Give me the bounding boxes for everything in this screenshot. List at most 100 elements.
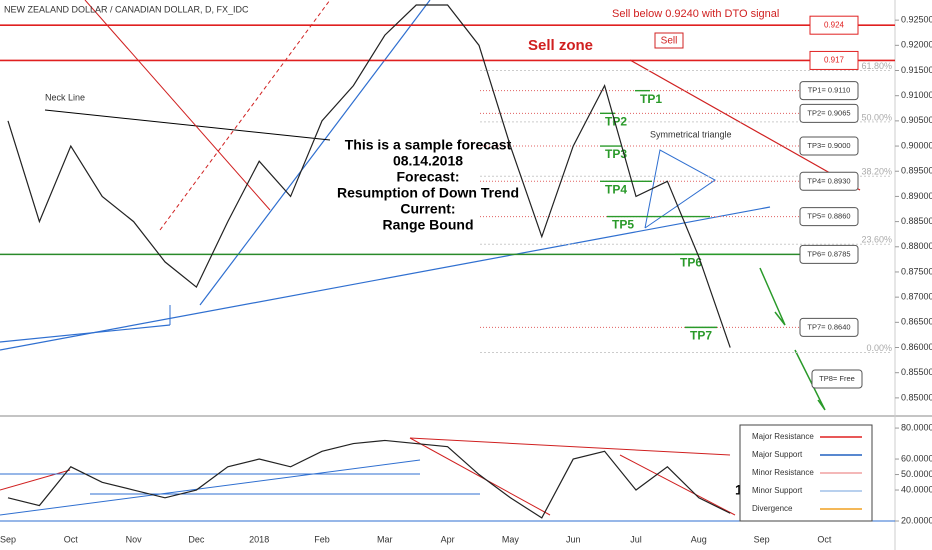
marker-text: 1 <box>735 482 743 498</box>
target-label: TP6= 0.8785 <box>807 249 850 258</box>
target-label: TP5= 0.8860 <box>807 212 850 221</box>
osc-line <box>619 454 736 516</box>
y-tick-label: 0.92000 <box>901 40 932 50</box>
target-box <box>799 136 859 156</box>
target-tag: TP7 <box>690 329 712 343</box>
y-tick-label: 80.0000 <box>901 422 932 432</box>
fib-label: 0.00% <box>866 343 892 353</box>
target-label: TP2= 0.9065 <box>807 108 850 117</box>
osc-line <box>0 459 421 516</box>
x-tick-label: Oct <box>64 534 79 544</box>
sell-zone-label: 0.924 <box>824 20 845 29</box>
y-tick-label: 0.89500 <box>901 166 932 176</box>
legend-label: Major Support <box>752 450 803 459</box>
trend-line <box>0 206 771 351</box>
arrow <box>759 267 786 326</box>
forecast-text: Resumption of Down Trend <box>337 185 519 201</box>
y-tick-label: 0.89000 <box>901 191 932 201</box>
target-box <box>799 81 859 101</box>
target-label: TP4= 0.8930 <box>807 176 850 185</box>
target-box <box>799 103 859 123</box>
trend-line <box>159 0 331 231</box>
series-line <box>7 4 731 348</box>
y-tick-label: 60.0000 <box>901 453 932 463</box>
target-tag: TP1 <box>640 92 662 106</box>
target-box <box>799 244 859 264</box>
y-tick-label: 0.85500 <box>901 367 932 377</box>
sell-zone-box <box>809 50 859 70</box>
x-tick-label: 2018 <box>249 534 269 544</box>
fib-label: 61.80% <box>861 61 892 71</box>
x-tick-label: Jul <box>630 534 642 544</box>
y-tick-label: 0.90500 <box>901 115 932 125</box>
triangle-text: Symmetrical triangle <box>650 129 732 139</box>
sell-text: Sell <box>661 36 678 47</box>
y-tick-label: 0.87500 <box>901 266 932 276</box>
y-tick-label: 0.86000 <box>901 342 932 352</box>
forecast-text: Current: <box>400 201 455 217</box>
target-tag: TP6 <box>680 256 702 270</box>
target-box <box>799 317 859 337</box>
legend-label: Minor Resistance <box>752 468 814 477</box>
sell-box <box>654 32 684 49</box>
target-box <box>799 207 859 227</box>
trend-line <box>84 0 271 211</box>
x-tick-label: Mar <box>377 534 393 544</box>
target-tag: TP5 <box>612 218 634 232</box>
forecast-text: This is a sample forecast <box>345 137 512 153</box>
y-tick-label: 40.0000 <box>901 484 932 494</box>
legend-label: Major Resistance <box>752 432 814 441</box>
target-box <box>811 369 863 389</box>
forecast-text: 08.14.2018 <box>393 153 463 169</box>
y-tick-label: 0.88500 <box>901 216 932 226</box>
series-line <box>7 439 731 519</box>
x-tick-label: May <box>502 534 520 544</box>
target-label: TP3= 0.9000 <box>807 141 850 150</box>
y-tick-label: 0.85000 <box>901 392 932 402</box>
x-tick-label: Sep <box>0 534 16 544</box>
target-tag: TP3 <box>605 147 627 161</box>
y-tick-label: 0.91500 <box>901 65 932 75</box>
y-tick-label: 50.0000 <box>901 469 932 479</box>
y-tick-label: 0.91000 <box>901 90 932 100</box>
forecast-text: Range Bound <box>383 217 474 233</box>
target-label: TP8= Free <box>819 374 855 383</box>
x-tick-label: Jun <box>566 534 581 544</box>
x-tick-label: Oct <box>817 534 832 544</box>
x-tick-label: Nov <box>126 534 143 544</box>
target-box <box>799 171 859 191</box>
x-tick-label: Sep <box>754 534 770 544</box>
osc-line <box>409 437 551 516</box>
forecast-text: Forecast: <box>396 169 459 185</box>
target-tag: TP2 <box>605 114 627 128</box>
trend-line <box>629 59 861 191</box>
x-tick-label: Apr <box>441 534 455 544</box>
y-tick-label: 20.0000 <box>901 515 932 525</box>
trend-line <box>0 324 171 343</box>
x-tick-label: Aug <box>691 534 707 544</box>
y-tick-label: 0.87000 <box>901 292 932 302</box>
neck-line <box>44 109 331 141</box>
sell-zone-label: 0.917 <box>824 56 845 65</box>
chart-title: NEW ZEALAND DOLLAR / CANADIAN DOLLAR, D,… <box>4 4 249 14</box>
y-tick-label: 0.86500 <box>901 317 932 327</box>
osc-line <box>409 437 731 456</box>
legend-label: Minor Support <box>752 486 803 495</box>
neck-text: Neck Line <box>45 92 85 102</box>
target-label: TP7= 0.8640 <box>807 322 850 331</box>
y-tick-label: 0.92500 <box>901 15 932 25</box>
sell-zone-box <box>809 15 859 35</box>
y-tick-label: 0.88000 <box>901 241 932 251</box>
target-label: TP1= 0.9110 <box>808 86 851 95</box>
arrow <box>794 349 826 411</box>
x-tick-label: Feb <box>314 534 330 544</box>
osc-line <box>0 469 71 491</box>
fib-label: 38.20% <box>861 167 892 177</box>
y-tick-label: 0.90000 <box>901 140 932 150</box>
legend-label: Divergence <box>752 504 793 513</box>
x-tick-label: Dec <box>188 534 205 544</box>
zone-text: Sell zone <box>528 37 593 54</box>
signal-text: Sell below 0.9240 with DTO signal <box>612 8 779 20</box>
target-tag: TP4 <box>605 182 627 196</box>
